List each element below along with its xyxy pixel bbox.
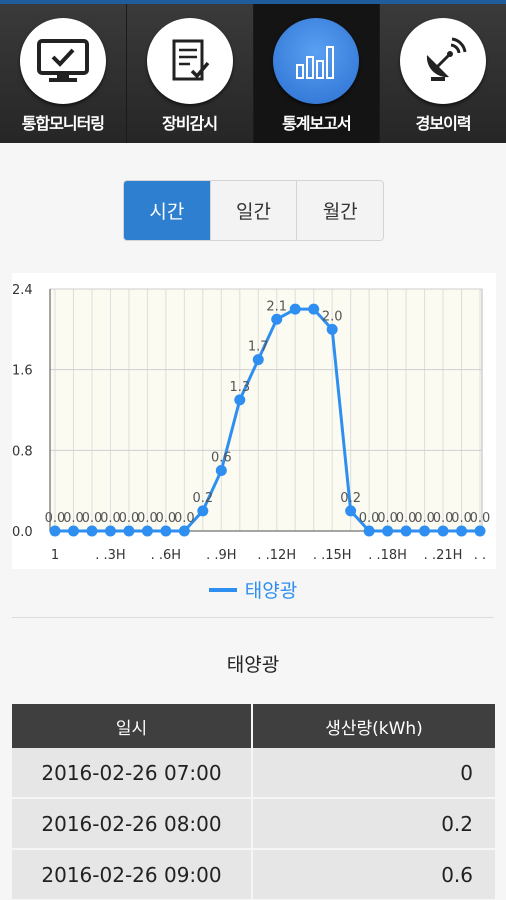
table-row: 2016-02-26 08:00 0.2: [12, 799, 495, 850]
data-label: 1.3: [229, 380, 250, 395]
table-header: 일시 생산량(kWh): [12, 704, 495, 748]
data-point: [382, 525, 394, 537]
x-tick-label: . .9H: [206, 548, 236, 563]
table-row: 2016-02-26 07:00 0: [12, 748, 495, 799]
data-label: 0.0: [137, 511, 158, 526]
x-tick-label: 1: [51, 548, 59, 563]
data-point: [437, 525, 449, 537]
data-label: 0.0: [174, 511, 195, 526]
x-tick-label: . .21H: [424, 548, 463, 563]
data-label: 0.0: [63, 511, 84, 526]
data-label: 0.0: [414, 511, 435, 526]
cell-datetime: 2016-02-26 08:00: [12, 799, 253, 848]
divider: [12, 617, 494, 618]
nav-label: 통계보고서: [282, 114, 352, 133]
y-tick-label: 0.0: [12, 525, 33, 540]
data-point: [363, 525, 375, 537]
data-point: [419, 525, 431, 537]
data-label: 2.0: [322, 309, 343, 324]
x-tick-label: . .6H: [151, 548, 181, 563]
header-datetime: 일시: [12, 704, 253, 748]
table-title: 태양광: [226, 654, 280, 676]
period-segmented-control: 시간 일간 월간: [123, 180, 384, 241]
data-point: [252, 354, 264, 366]
nav-item-alarm-history[interactable]: 경보이력: [380, 4, 506, 143]
data-label: 0.0: [470, 511, 491, 526]
data-label: 1.7: [248, 340, 269, 355]
data-label: 0.2: [340, 491, 361, 506]
data-point: [400, 525, 412, 537]
legend-swatch: [208, 587, 237, 592]
x-tick-label: . .: [474, 548, 486, 563]
cell-datetime: 2016-02-26 07:00: [12, 748, 253, 797]
legend-label: 태양광: [244, 580, 298, 602]
data-label: 0.0: [377, 511, 398, 526]
x-tick-label: . .18H: [368, 548, 407, 563]
cell-production: 0: [460, 760, 473, 785]
tab-monthly[interactable]: 월간: [322, 201, 358, 223]
production-table: 일시 생산량(kWh) 2016-02-26 07:00 0 2016-02-2…: [12, 704, 495, 900]
chart-legend: 태양광: [0, 576, 506, 603]
data-point: [345, 505, 357, 517]
data-point: [308, 303, 320, 315]
data-label: 0.0: [100, 511, 121, 526]
data-label: 0.0: [156, 511, 177, 526]
data-label: 0.2: [192, 491, 213, 506]
data-point: [160, 525, 172, 537]
nav-item-statistics-report[interactable]: 통계보고서: [253, 4, 381, 143]
cell-production: 0.6: [441, 862, 473, 887]
data-label: 0.0: [119, 511, 140, 526]
data-point: [234, 394, 246, 406]
bar-chart-icon: [273, 18, 360, 104]
data-point: [474, 525, 486, 537]
tab-hourly[interactable]: 시간: [124, 181, 211, 240]
data-point: [326, 323, 338, 335]
satellite-dish-icon: [400, 18, 487, 104]
nav-label: 경보이력: [415, 114, 472, 133]
cell-production: 0.2: [441, 811, 473, 836]
nav-item-integrated-monitoring[interactable]: 통합모니터링: [0, 4, 127, 143]
solar-line-chart: 2.4 1.6 0.8 0.0 0.0 0.0 0.0 0.0 0.0 0.0 0.0 0.0 0.2 0…: [12, 273, 496, 569]
data-point: [67, 525, 79, 537]
data-point: [456, 525, 468, 537]
data-label: 0.6: [211, 451, 232, 466]
data-label: 2.1: [266, 299, 287, 314]
table-row: 2016-02-26 09:00 0.6: [12, 850, 495, 900]
nav-label: 장비감시: [162, 114, 218, 133]
top-nav: 통합모니터링 장비감시 통계보고서: [0, 0, 506, 143]
data-point: [86, 525, 98, 537]
data-point: [123, 525, 135, 537]
chart-svg: 2.41.60.80.00.00.00.00.00.00.00.00.00.20…: [12, 283, 491, 563]
data-point: [197, 505, 209, 517]
data-label: 0.0: [396, 511, 417, 526]
nav-label: 통합모니터링: [21, 114, 105, 133]
checklist-icon: [146, 18, 233, 104]
x-tick-label: . .3H: [95, 548, 125, 563]
data-point: [178, 525, 190, 537]
header-production: 생산량(kWh): [325, 718, 423, 739]
data-point: [289, 303, 301, 315]
data-point: [104, 525, 116, 537]
monitor-check-icon: [19, 18, 106, 104]
data-point: [215, 465, 227, 476]
data-label: 0.0: [82, 511, 103, 526]
cell-datetime: 2016-02-26 09:00: [12, 850, 253, 899]
tab-daily[interactable]: 일간: [211, 181, 298, 240]
data-label: 0.0: [45, 511, 66, 526]
x-tick-label: . .15H: [313, 548, 352, 563]
data-point: [141, 525, 153, 537]
y-tick-label: 1.6: [12, 364, 33, 379]
nav-item-equipment-monitoring[interactable]: 장비감시: [126, 4, 254, 143]
data-label: 0.0: [359, 511, 380, 526]
y-tick-label: 0.8: [12, 444, 33, 459]
plot-area: [49, 288, 483, 532]
data-label: 0.0: [451, 511, 472, 526]
data-point: [49, 525, 61, 537]
x-tick-label: . .12H: [257, 548, 296, 563]
data-label: 0.0: [433, 511, 454, 526]
data-point: [271, 313, 283, 325]
y-tick-label: 2.4: [12, 283, 33, 298]
